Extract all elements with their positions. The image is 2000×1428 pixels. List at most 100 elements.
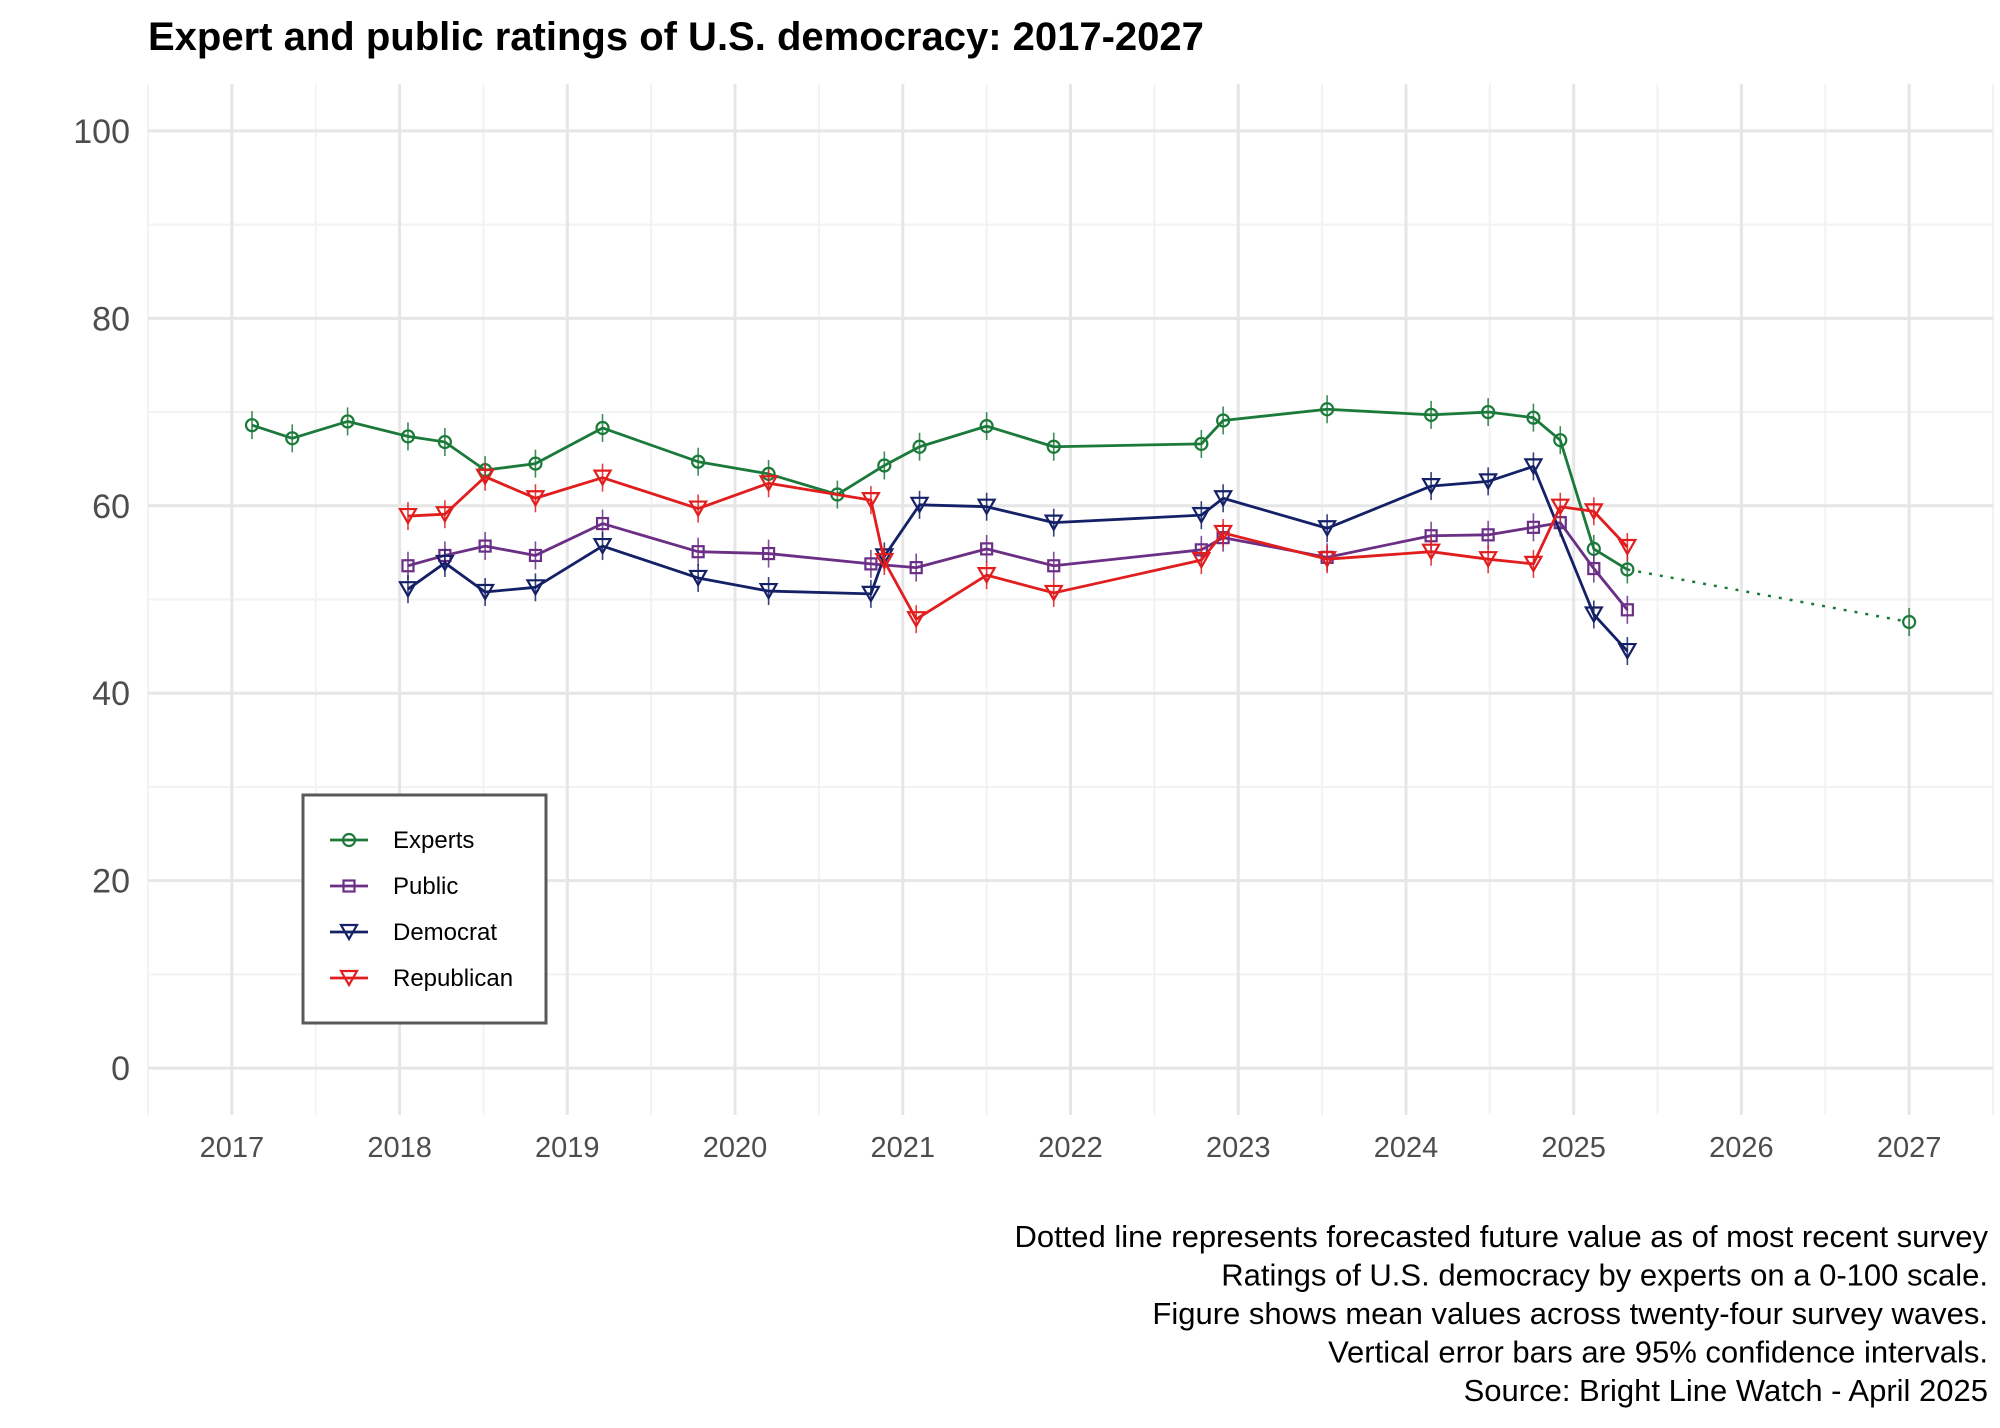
data-point: [592, 469, 613, 487]
legend-marker: [339, 969, 359, 988]
data-point: [906, 611, 927, 629]
x-tick-label: 2024: [1374, 1132, 1439, 1164]
series-democrat: [398, 452, 1638, 666]
series-layer: [244, 395, 1917, 666]
data-point: [874, 552, 895, 571]
legend-label: Democrat: [393, 919, 497, 946]
data-point: [1213, 524, 1234, 543]
series-line: [407, 475, 1629, 621]
data-point: [400, 429, 416, 444]
y-tick-label: 60: [92, 488, 130, 526]
caption-line: Ratings of U.S. democracy by experts on …: [1221, 1258, 1988, 1293]
legend-label: Republican: [393, 965, 513, 992]
data-point: [1046, 439, 1061, 454]
data-point: [1043, 514, 1064, 532]
y-axis-ticks: 0 20 40 60 80 100: [73, 113, 130, 1088]
data-point: [1043, 584, 1064, 603]
data-point: [592, 537, 613, 556]
data-point: [398, 507, 418, 526]
x-tick-label: 2021: [871, 1132, 936, 1164]
data-point: [688, 500, 709, 518]
data-point: [1481, 404, 1496, 420]
y-tick-label: 0: [111, 1050, 130, 1088]
data-point: [1421, 543, 1442, 561]
data-point: [1902, 614, 1917, 630]
data-point: [1317, 551, 1338, 569]
data-point: [1421, 477, 1442, 496]
data-point: [909, 496, 930, 515]
series-line: [407, 465, 1629, 652]
data-point: [1526, 410, 1541, 425]
data-point: [1617, 642, 1638, 661]
legend-label: Experts: [393, 827, 474, 854]
data-point: [861, 585, 881, 604]
caption-line: Source: Bright Line Watch - April 2025: [1464, 1373, 1988, 1408]
data-point: [340, 414, 355, 429]
data-point: [434, 506, 455, 524]
data-point: [1424, 407, 1439, 422]
data-point: [401, 559, 415, 573]
series-forecast: [1627, 568, 1917, 636]
data-point: [1320, 402, 1335, 417]
data-point: [761, 546, 776, 561]
legend-marker: [342, 879, 356, 893]
data-point: [1213, 490, 1234, 508]
legend-marker: [341, 832, 357, 848]
x-tick-label: 2022: [1038, 1132, 1103, 1164]
data-point: [1194, 436, 1209, 452]
series-experts: [244, 395, 1635, 584]
data-point: [976, 567, 997, 585]
data-point: [1553, 433, 1568, 448]
x-tick-label: 2018: [367, 1132, 432, 1164]
data-point: [525, 490, 546, 508]
data-point: [691, 454, 706, 469]
data-point: [909, 561, 923, 575]
legend-marker: [339, 923, 359, 942]
data-point: [1587, 561, 1601, 576]
data-point: [244, 418, 260, 433]
data-point: [478, 539, 492, 553]
data-point: [475, 583, 496, 602]
data-point: [864, 557, 878, 571]
data-point: [1526, 520, 1541, 534]
data-point: [475, 468, 496, 486]
data-point: [285, 431, 300, 446]
data-point: [1523, 555, 1544, 574]
data-point: [1550, 498, 1571, 516]
data-point: [979, 419, 994, 434]
data-point: [758, 582, 779, 601]
data-point: [688, 569, 709, 588]
data-point: [1216, 413, 1231, 428]
data-point: [528, 456, 543, 471]
data-point: [861, 492, 881, 510]
series-public: [401, 508, 1634, 624]
caption-line: Figure shows mean values across twenty-f…: [1152, 1296, 1988, 1331]
x-tick-label: 2027: [1877, 1132, 1942, 1164]
data-point: [1478, 473, 1499, 491]
data-point: [595, 420, 610, 436]
caption-line: Vertical error bars are 95% confidence i…: [1328, 1335, 1988, 1370]
data-point: [1047, 559, 1061, 573]
x-tick-label: 2026: [1709, 1132, 1774, 1164]
x-tick-label: 2020: [703, 1132, 768, 1164]
x-axis-ticks: 2017 2018 2019 2020 2021 2022 2023 2024 2025 2026…: [200, 1132, 1942, 1164]
caption: Dotted line represents forecasted future…: [1014, 1219, 1988, 1408]
data-point: [1481, 528, 1495, 542]
chart-title: Expert and public ratings of U.S. democr…: [148, 15, 1204, 59]
data-point: [691, 545, 705, 559]
y-tick-label: 100: [73, 113, 130, 151]
x-tick-label: 2025: [1541, 1132, 1606, 1164]
data-point: [980, 542, 994, 556]
data-point: [528, 548, 543, 563]
x-tick-label: 2023: [1206, 1132, 1271, 1164]
y-tick-label: 20: [92, 863, 130, 901]
data-point: [1583, 606, 1604, 624]
data-point: [1191, 552, 1212, 570]
data-point: [434, 554, 455, 573]
data-point: [912, 439, 927, 454]
series-line: [407, 521, 1629, 611]
x-tick-label: 2019: [535, 1132, 600, 1164]
caption-line: Dotted line represents forecasted future…: [1014, 1219, 1988, 1254]
data-point: [398, 581, 418, 599]
series-line: [1627, 568, 1910, 624]
